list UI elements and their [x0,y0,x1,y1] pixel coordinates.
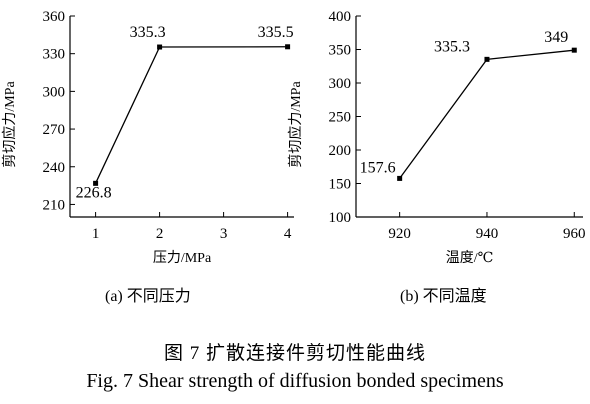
y-tick-label: 210 [43,197,66,213]
series-line [399,49,575,179]
data-label: 335.3 [434,38,470,55]
y-tick-label: 150 [329,177,352,193]
y-tick-label: 300 [43,84,66,100]
data-point [484,56,490,62]
y-tick-label: 100 [329,210,352,226]
y-tick-label: 360 [43,9,66,25]
y-tick-label: 240 [43,160,66,176]
x-tick-label: 4 [284,226,292,242]
subcaption-a: (a) 不同压力 [105,288,191,305]
data-label: 349 [544,29,568,46]
x-tick-label: 3 [220,226,228,242]
x-tick-label: 1 [92,226,100,242]
y-tick-label: 200 [329,143,352,159]
data-point [285,44,291,50]
data-label: 335.3 [130,24,166,41]
x-tick-label: 960 [563,226,586,242]
chart-panel-1: 100 150 200 250 300 350 400 920 940 960 温度/℃ 剪切应力/M… [287,9,586,266]
y-tick-label: 330 [43,47,66,63]
figure-caption-cn: 图 7 扩散连接件剪切性能曲线 [163,343,426,364]
x-tick-label: 2 [156,226,164,242]
data-point [397,175,403,181]
x-axis-title: 温度/℃ [446,250,494,266]
y-axis-title: 剪切应力/MPa [287,81,304,168]
x-tick-label: 940 [476,226,499,242]
x-tick-label: 920 [388,226,411,242]
series-line [95,46,288,184]
y-tick-label: 270 [43,122,66,138]
subcaption-b: (b) 不同温度 [400,288,487,305]
data-point [157,44,163,50]
figure-caption-en: Fig. 7 Shear strength of diffusion bonde… [86,370,504,392]
data-point [571,47,577,53]
chart-panel-0: 210 240 270 300 330 360 1 2 3 4 压力/MPa 剪切应力/MPa 226.… [1,9,294,266]
data-label: 157.6 [360,159,396,176]
y-axis-title: 剪切应力/MPa [1,81,18,168]
y-tick-label: 400 [329,9,352,25]
data-label: 226.8 [76,184,112,201]
y-tick-label: 350 [329,43,352,59]
data-label: 335.5 [258,24,294,41]
y-tick-label: 250 [329,110,352,126]
data-point [93,180,99,186]
y-tick-label: 300 [329,76,352,92]
x-axis-title: 压力/MPa [153,250,212,266]
